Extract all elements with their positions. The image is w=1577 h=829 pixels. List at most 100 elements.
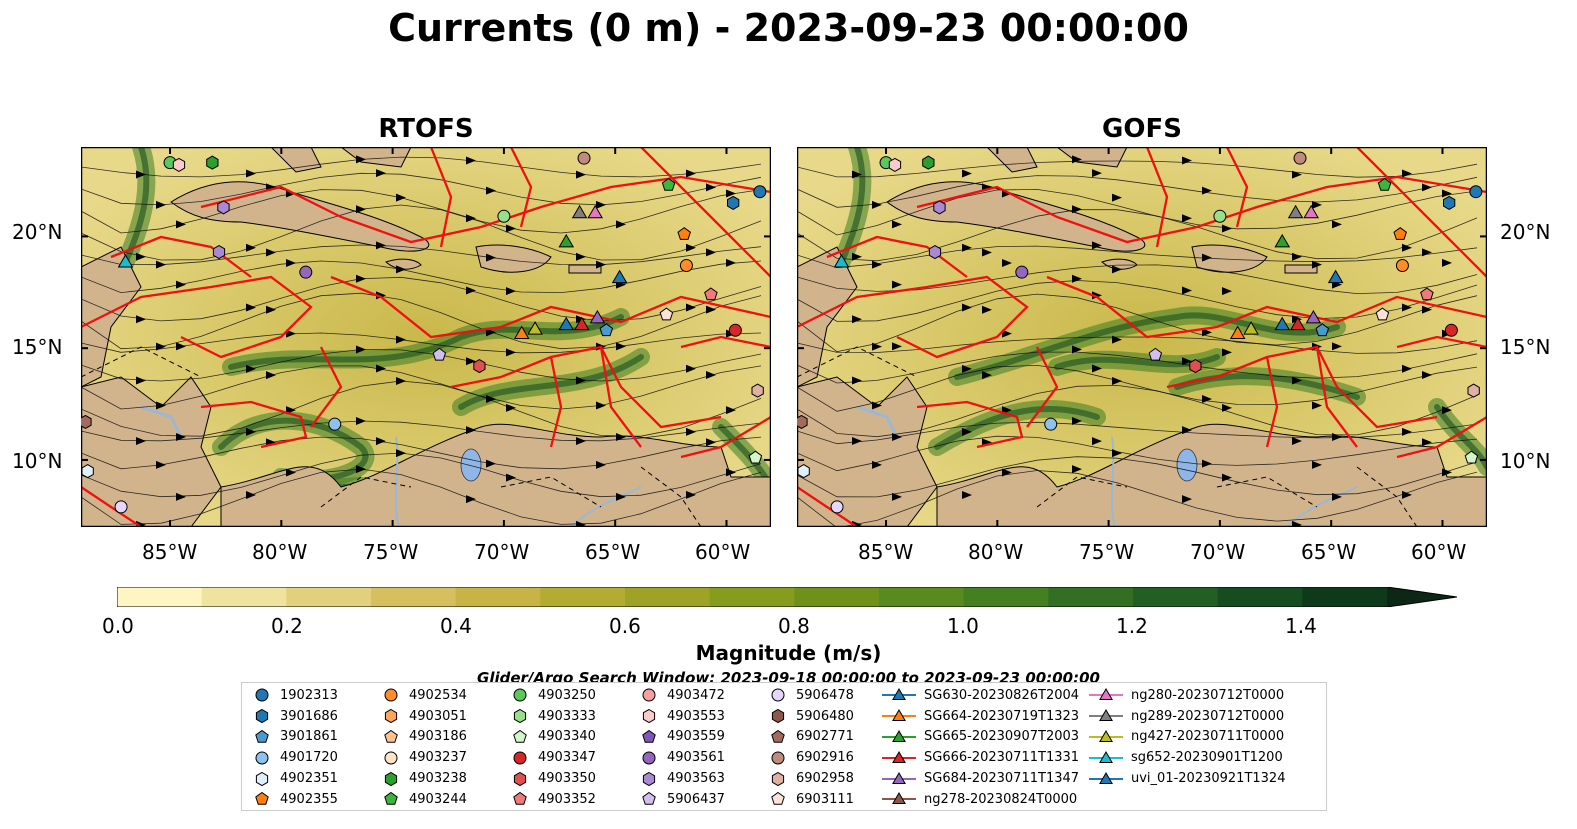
argo-float-marker bbox=[1015, 265, 1029, 279]
colorbar-segment bbox=[1048, 587, 1134, 607]
legend-item-label: 4903347 bbox=[538, 750, 596, 766]
magnitude-colorbar bbox=[117, 587, 1457, 607]
legend-marker-icon bbox=[882, 729, 916, 742]
legend-marker-icon bbox=[642, 751, 656, 765]
legend-item: 6902958 bbox=[768, 768, 854, 789]
glider-marker bbox=[558, 233, 575, 248]
legend-item: 4903352 bbox=[510, 789, 596, 810]
legend-item-label: 4903561 bbox=[667, 750, 725, 766]
legend-item-label: 4903563 bbox=[667, 771, 725, 787]
legend-item: ng427-20230711T0000 bbox=[1089, 727, 1285, 748]
legend-item-label: 4903238 bbox=[409, 771, 467, 787]
argo-float-marker bbox=[830, 500, 844, 514]
lon-label-85w-left: 85°W bbox=[142, 540, 198, 564]
argo-float-marker bbox=[727, 195, 740, 210]
argo-float-marker bbox=[797, 414, 808, 429]
legend-marker-icon bbox=[882, 792, 916, 805]
argo-float-marker bbox=[1375, 307, 1390, 321]
glider-marker bbox=[1274, 233, 1291, 248]
legend-item-label: 4902355 bbox=[280, 791, 338, 807]
legend-marker-icon bbox=[513, 751, 527, 765]
argo-float-marker bbox=[206, 155, 219, 170]
lon-label-75w-left: 75°W bbox=[363, 540, 419, 564]
legend-item: 4903333 bbox=[510, 706, 596, 727]
colorbar-segment bbox=[625, 587, 711, 607]
legend-marker-icon bbox=[642, 709, 656, 724]
figure-title: Currents (0 m) - 2023-09-23 00:00:00 bbox=[388, 6, 1189, 50]
argo-float-marker bbox=[217, 200, 230, 215]
legend-item-label: 4903340 bbox=[538, 729, 596, 745]
legend-item-label: SG666-20230711T1331 bbox=[924, 750, 1080, 766]
argo-float-marker bbox=[928, 245, 942, 260]
lat-label-15n-right: 15°N bbox=[1500, 335, 1551, 359]
legend-marker-icon bbox=[882, 709, 916, 722]
argo-float-marker bbox=[81, 464, 94, 479]
argo-float-marker bbox=[212, 245, 226, 260]
legend-marker-icon bbox=[255, 751, 269, 765]
lat-label-15n-left: 15°N bbox=[12, 335, 63, 359]
argo-float-marker bbox=[1377, 177, 1392, 191]
colorbar-tick: 1.0 bbox=[947, 614, 979, 638]
argo-float-marker bbox=[677, 227, 691, 240]
lon-label-60w-right: 60°W bbox=[1411, 540, 1467, 564]
legend-item: 5906478 bbox=[768, 685, 854, 706]
legend-marker-icon bbox=[771, 751, 785, 765]
legend-marker-icon bbox=[513, 729, 527, 743]
legend-item-label: 4903553 bbox=[667, 708, 725, 724]
legend-marker-icon bbox=[255, 688, 269, 702]
legend-item: SG666-20230711T1331 bbox=[882, 747, 1079, 768]
lon-label-70w-right: 70°W bbox=[1190, 540, 1246, 564]
colorbar-tick: 0.4 bbox=[440, 614, 472, 638]
legend-item: 4903553 bbox=[639, 706, 725, 727]
legend: 1902313 3901686 3901861 4901720 4902351 49023… bbox=[241, 682, 1327, 811]
glider-marker bbox=[558, 316, 575, 331]
legend-item: 1902313 bbox=[252, 685, 338, 706]
argo-float-marker bbox=[661, 177, 676, 191]
legend-column: 4903472 4903553 4903559 4903561 4903563 59064… bbox=[639, 685, 725, 810]
glider-marker bbox=[611, 269, 628, 284]
legend-marker-icon bbox=[771, 688, 785, 702]
argo-float-marker bbox=[1395, 258, 1409, 272]
legend-item-label: 4903186 bbox=[409, 729, 467, 745]
lon-label-65w-left: 65°W bbox=[585, 540, 641, 564]
legend-marker-icon bbox=[642, 792, 656, 806]
colorbar-tick: 0.8 bbox=[778, 614, 810, 638]
lat-label-20n-left: 20°N bbox=[12, 220, 63, 244]
legend-marker-icon bbox=[384, 709, 398, 724]
legend-item: 5906437 bbox=[639, 789, 725, 810]
glider-marker bbox=[589, 309, 606, 324]
argo-float-marker bbox=[679, 258, 693, 272]
argo-float-marker bbox=[659, 307, 674, 321]
argo-float-marker bbox=[328, 417, 342, 431]
legend-column: 1902313 3901686 3901861 4901720 4902351 49023… bbox=[252, 685, 338, 810]
legend-item-label: sg652-20230901T1200 bbox=[1131, 750, 1283, 766]
argo-float-marker bbox=[577, 151, 591, 165]
argo-float-marker bbox=[1044, 417, 1058, 431]
legend-marker-icon bbox=[642, 729, 656, 743]
legend-marker-icon bbox=[771, 771, 785, 786]
legend-item-label: 4903237 bbox=[409, 750, 467, 766]
legend-column: 5906478 5906480 6902771 6902916 6902958 69031… bbox=[768, 685, 854, 810]
legend-item: 4902355 bbox=[252, 789, 338, 810]
glider-marker bbox=[1229, 325, 1246, 339]
panel-title-gofs: GOFS bbox=[1102, 114, 1182, 144]
colorbar-segment bbox=[371, 587, 457, 607]
argo-float-marker bbox=[172, 157, 186, 172]
legend-marker-icon bbox=[384, 729, 398, 743]
legend-item: 4901720 bbox=[252, 747, 338, 768]
legend-item-label: SG664-20230719T1323 bbox=[924, 708, 1080, 724]
legend-item-label: ng289-20230712T0000 bbox=[1131, 708, 1285, 724]
legend-marker-icon bbox=[1089, 771, 1123, 784]
legend-marker-icon bbox=[384, 792, 398, 806]
legend-item-label: 6902958 bbox=[796, 771, 854, 787]
legend-item: 4903186 bbox=[381, 727, 467, 748]
legend-item-label: 4903352 bbox=[538, 791, 596, 807]
glider-marker bbox=[571, 204, 588, 219]
colorbar-tick: 1.2 bbox=[1116, 614, 1148, 638]
argo-float-marker bbox=[1148, 347, 1163, 361]
glider-marker bbox=[1290, 316, 1306, 331]
argo-float-marker bbox=[1393, 227, 1407, 240]
argo-float-marker bbox=[1189, 359, 1202, 374]
colorbar-segment bbox=[201, 587, 287, 607]
colorbar-segment bbox=[540, 587, 626, 607]
